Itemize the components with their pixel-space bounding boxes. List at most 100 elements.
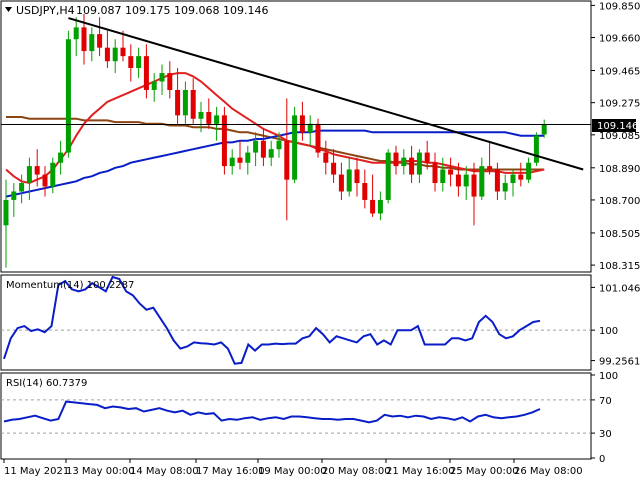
price-tick-label: 109.660 (599, 34, 640, 45)
ma-brown-line (6, 116, 545, 171)
rsi-plot (1, 399, 591, 434)
candle-body (385, 152, 391, 200)
x-tick-label: 13 May 00:00 (66, 466, 135, 477)
candle-body (97, 34, 103, 48)
candle-body (136, 56, 142, 68)
candle-body (541, 124, 547, 135)
candle-body (533, 135, 539, 163)
candle-body (50, 162, 56, 187)
candle-body (42, 174, 48, 187)
x-tick-label: 20 May 08:00 (322, 466, 391, 477)
current-price-tag (592, 119, 636, 132)
candle-body (120, 47, 126, 57)
x-tick-label: 17 May 16:00 (196, 466, 265, 477)
price-tick-label: 108.700 (599, 196, 640, 207)
candle-body (112, 47, 118, 62)
candle-body (315, 123, 321, 153)
rsi-tick-label: 30 (599, 429, 612, 440)
candle-body (416, 152, 422, 175)
candle-body (471, 174, 477, 197)
current-price-value: 109.146 (597, 121, 638, 132)
candle-body (510, 174, 516, 184)
candle-body (424, 152, 430, 163)
candle-body (34, 166, 40, 175)
candle-body (159, 73, 165, 82)
candle-body (494, 169, 500, 192)
ohlc-label: 109.087 109.175 109.068 109.146 (76, 4, 268, 17)
candle-body (128, 56, 134, 68)
dropdown-triangle-icon[interactable] (5, 7, 12, 12)
candle-body (409, 157, 415, 175)
price-tick-label: 109.465 (599, 67, 640, 78)
candle-body (479, 166, 485, 197)
x-tick-label: 25 May 00:00 (450, 466, 519, 477)
momentum-tick-label: 100 (599, 326, 618, 337)
candle-body (182, 89, 188, 116)
candle-body (432, 162, 438, 184)
candle-body (463, 174, 469, 187)
candle-body (455, 174, 461, 187)
candle-body (198, 111, 204, 119)
candle-body (284, 140, 290, 180)
candle-body (401, 157, 407, 167)
candle-body (346, 169, 352, 192)
candle-body (338, 174, 344, 192)
x-tick-label: 14 May 08:00 (130, 466, 199, 477)
candle-body (307, 123, 313, 133)
candle-body (518, 174, 524, 180)
candle-body (276, 140, 282, 150)
momentum-plot (1, 275, 591, 365)
candle-body (206, 111, 212, 124)
candle-body (104, 47, 110, 62)
candle-body (526, 162, 532, 180)
candle-body (26, 166, 32, 184)
price-tick-label: 108.315 (599, 261, 640, 272)
rsi-line (3, 400, 541, 424)
candle-body (65, 39, 71, 153)
candle-body (229, 157, 235, 167)
candle-body (11, 191, 17, 200)
candle-body (370, 199, 376, 214)
candle-body (81, 27, 87, 52)
candle-body (19, 183, 25, 192)
candle-body (3, 199, 9, 226)
rsi-tick-label: 0 (599, 454, 605, 465)
momentum-tick-label: 101.046 (599, 283, 640, 294)
candle-body (331, 162, 337, 175)
candle-body (175, 89, 181, 116)
candle-body (292, 115, 298, 180)
candle-body (143, 56, 149, 90)
candle-body (502, 183, 508, 192)
candle-body (299, 115, 305, 133)
candle-body (245, 152, 251, 163)
candle-body (362, 183, 368, 200)
candle-body (221, 115, 227, 167)
candle-body (323, 152, 329, 163)
x-tick-label: 11 May 2021 (4, 466, 69, 477)
x-tick-label: 26 May 08:00 (514, 466, 583, 477)
ma-red-line (5, 72, 545, 185)
momentum-tick-label: 99.2561 (599, 357, 640, 368)
price-tick-label: 109.085 (599, 131, 640, 142)
candle-body (393, 152, 399, 167)
momentum-label: Momentum(14) 100.2287 (6, 280, 134, 291)
x-tick-label: 21 May 16:00 (386, 466, 455, 477)
candle-body (253, 140, 259, 153)
candle-body (214, 115, 220, 124)
price-plot (1, 13, 591, 268)
rsi-tick-label: 100 (599, 371, 618, 382)
price-tick-label: 108.505 (599, 229, 640, 240)
candle-body (377, 199, 383, 214)
trendline (68, 17, 584, 171)
candle-body (73, 27, 79, 40)
price-tick-label: 109.850 (599, 1, 640, 12)
x-tick-label: 19 May 00:00 (258, 466, 327, 477)
candle-body (440, 169, 446, 184)
candle-body (268, 149, 274, 158)
candle-body (151, 81, 157, 90)
rsi-label: RSI(14) 60.7379 (6, 378, 87, 389)
rsi-tick-label: 70 (599, 396, 612, 407)
price-tick-label: 109.275 (599, 99, 640, 110)
candle-body (354, 169, 360, 184)
